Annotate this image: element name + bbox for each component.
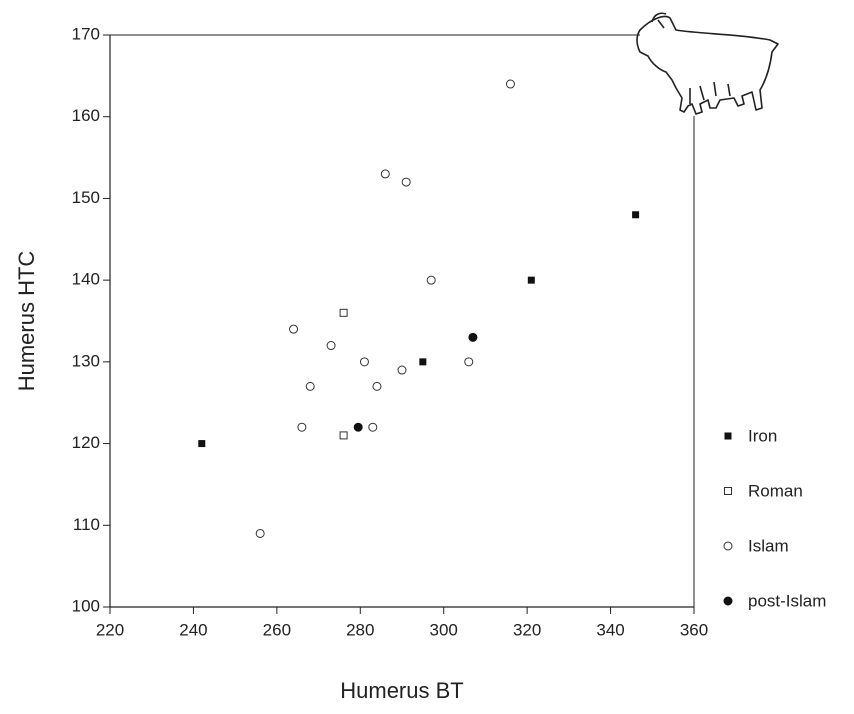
point [305, 381, 315, 391]
y-tick-label: 130 [72, 351, 100, 370]
point [468, 332, 478, 342]
point [401, 177, 411, 187]
y-tick-label: 150 [72, 188, 100, 207]
legend-marker [724, 487, 732, 495]
point [632, 211, 640, 219]
y-tick-label: 160 [72, 106, 100, 125]
point [297, 422, 307, 432]
legend-label: Iron [748, 426, 777, 445]
point [380, 169, 390, 179]
legend-marker [723, 541, 733, 551]
x-tick-label: 240 [179, 620, 207, 639]
legend-label: post-Islam [748, 591, 826, 610]
legend-marker [723, 596, 733, 606]
point [198, 440, 206, 448]
goat-illustration [636, 12, 779, 115]
point [255, 528, 265, 538]
point [419, 358, 427, 366]
point [359, 357, 369, 367]
x-tick-label: 320 [513, 620, 541, 639]
point [353, 422, 363, 432]
x-tick-label: 280 [346, 620, 374, 639]
x-tick-label: 300 [430, 620, 458, 639]
point [339, 308, 348, 317]
x-axis-title: Humerus BT [340, 678, 463, 703]
point [505, 79, 515, 89]
x-tick-label: 360 [680, 620, 708, 639]
legend-marker [724, 432, 732, 440]
point [339, 431, 348, 440]
point [426, 275, 436, 285]
x-tick-label: 260 [263, 620, 291, 639]
point [527, 276, 535, 284]
point [464, 357, 474, 367]
x-tick-label: 340 [596, 620, 624, 639]
y-tick-label: 110 [73, 515, 100, 534]
y-axis-title: Humerus HTC [14, 251, 39, 392]
legend-label: Islam [748, 536, 789, 555]
y-tick-label: 170 [72, 24, 100, 43]
point [397, 365, 407, 375]
point [368, 422, 378, 432]
x-tick-label: 220 [96, 620, 124, 639]
y-tick-label: 140 [72, 270, 100, 289]
legend-label: Roman [748, 481, 803, 500]
point [289, 324, 299, 334]
y-tick-label: 100 [72, 596, 100, 615]
point [372, 381, 382, 391]
point [326, 341, 336, 351]
y-tick-label: 120 [72, 433, 100, 452]
